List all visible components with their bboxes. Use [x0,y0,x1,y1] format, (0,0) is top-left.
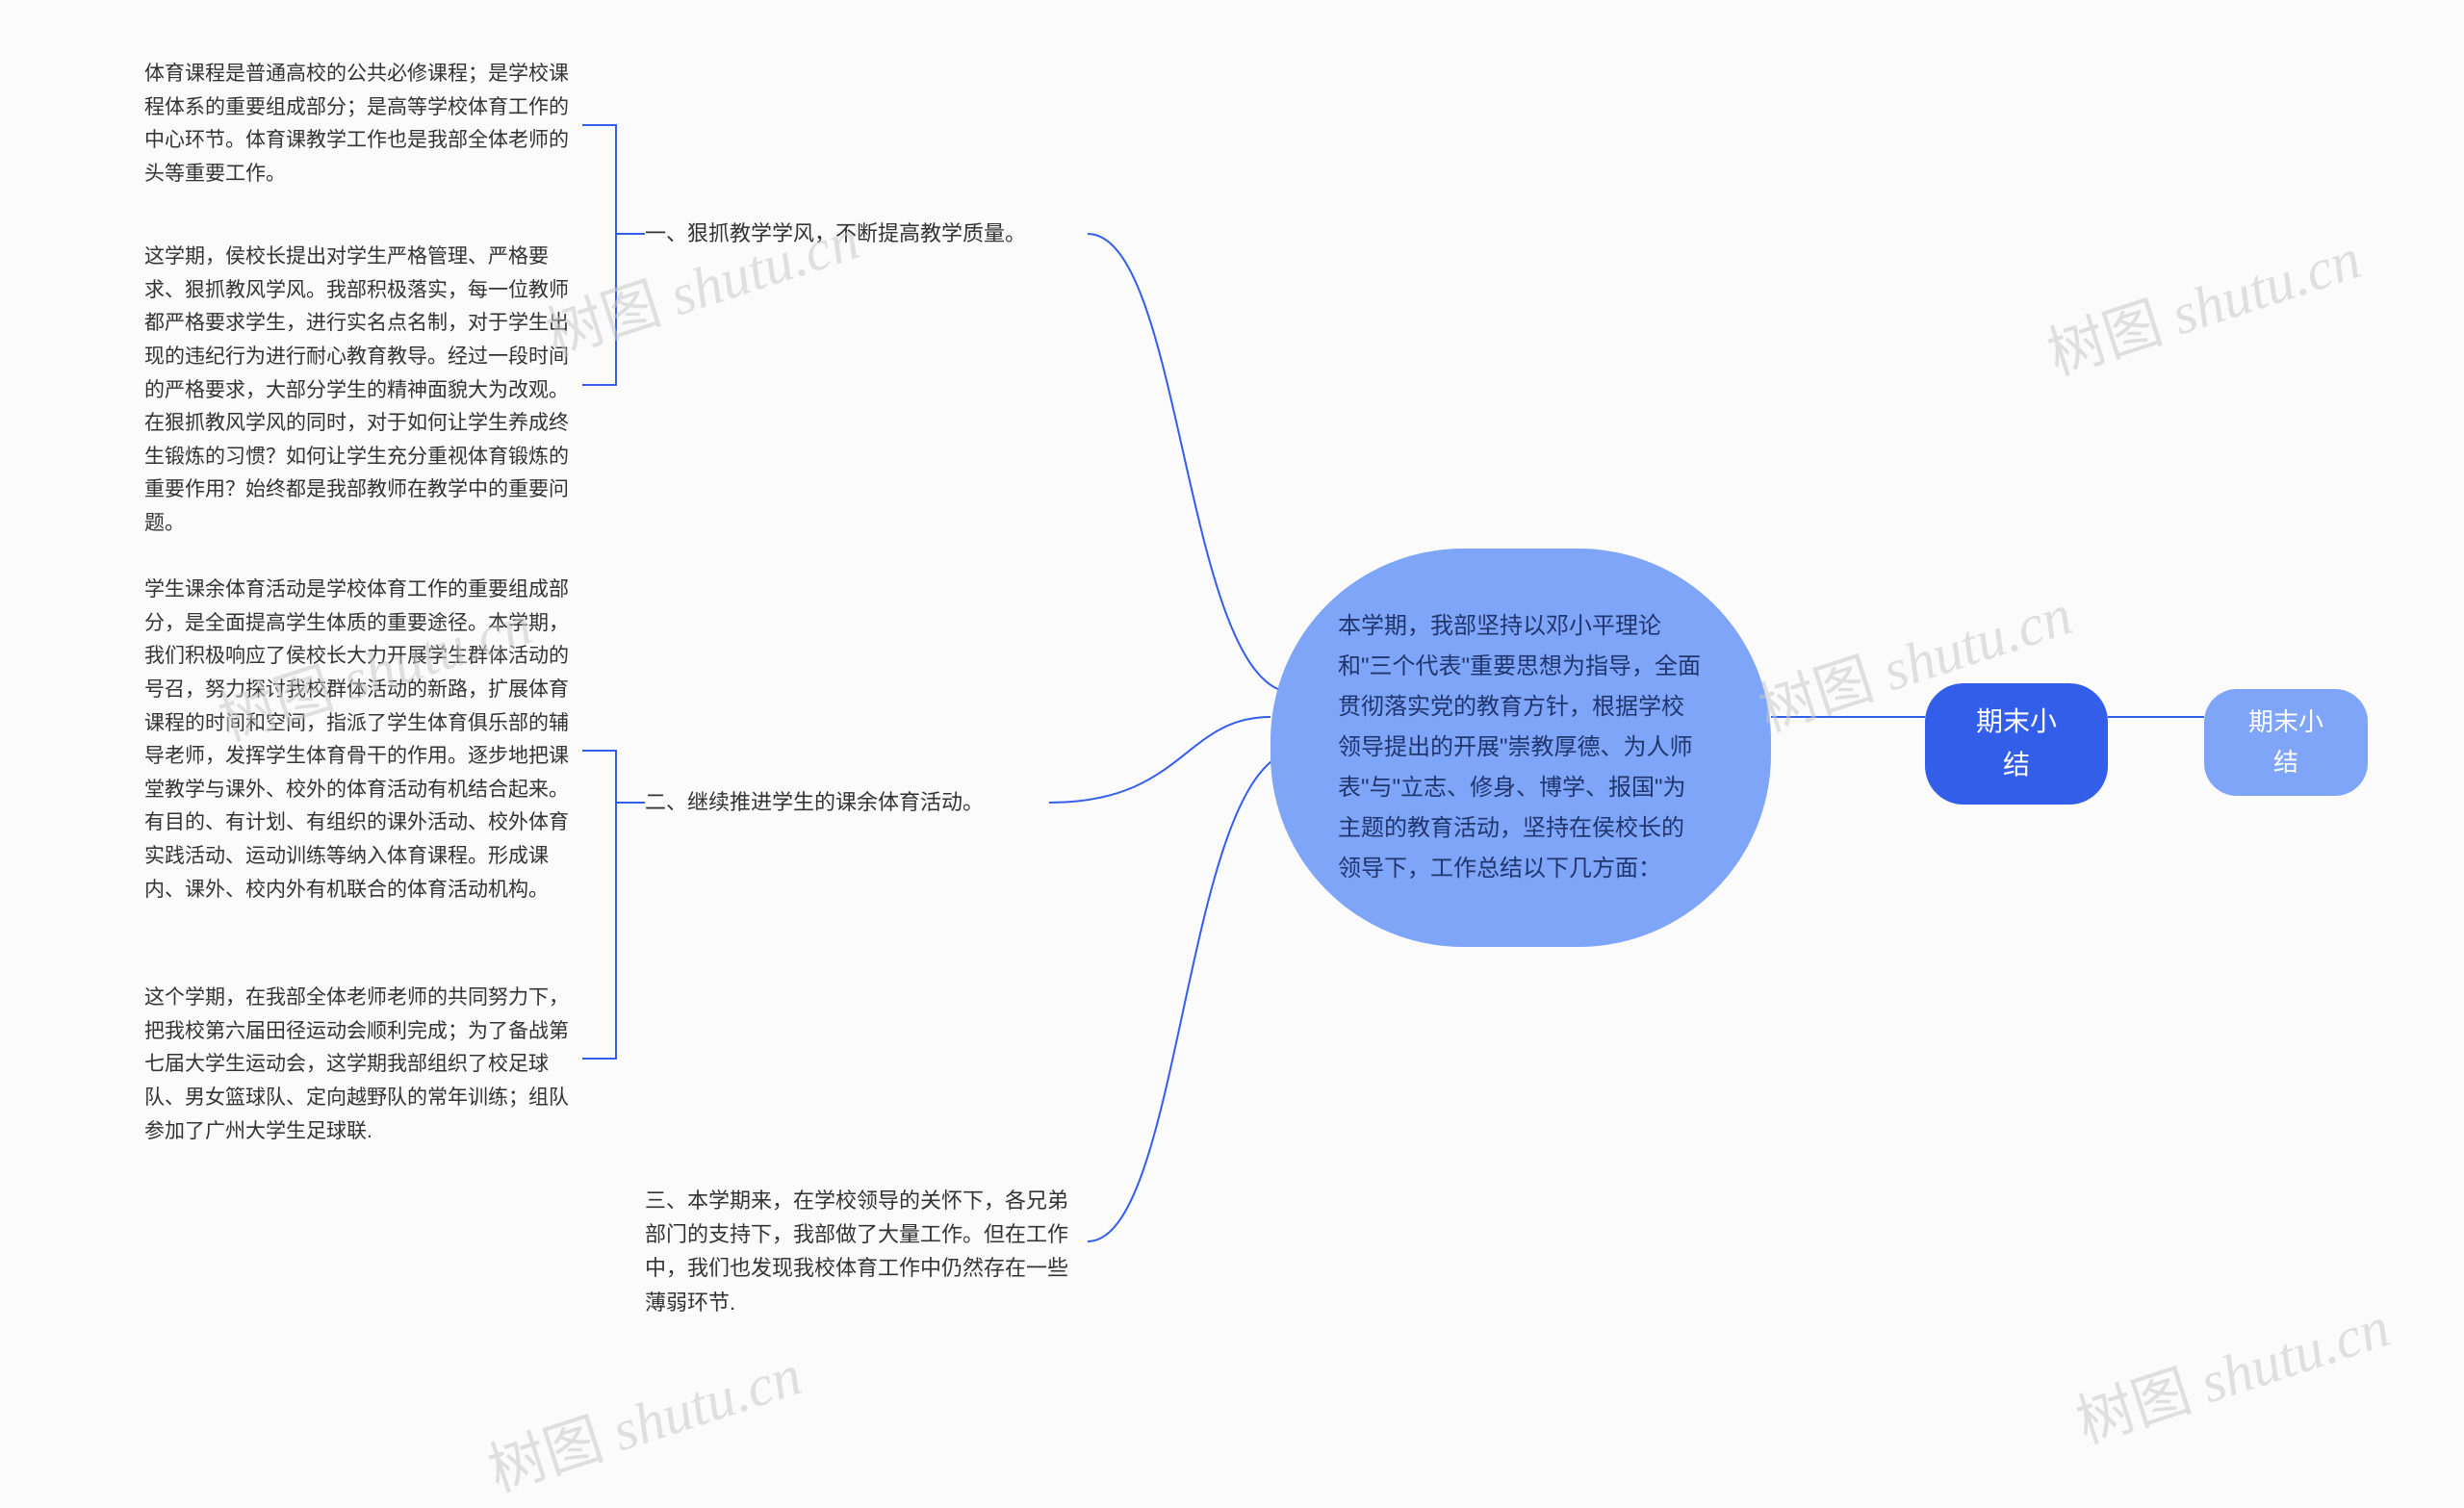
intro-text: 本学期，我部坚持以邓小平理论和"三个代表"重要思想为指导，全面贯彻落实党的教育方… [1338,613,1701,882]
sub-node[interactable]: 期末小结 [2204,689,2368,796]
branch-2-text: 三、本学期来，在学校领导的关怀下，各兄弟部门的支持下，我部做了大量工作。但在工作… [645,1189,1068,1315]
watermark-6: 树图 shutu.cn [476,1328,810,1508]
branch-0-title[interactable]: 一、狠抓教学学风，不断提高教学质量。 [645,217,1088,250]
edge-b0-bracket [582,125,645,385]
edge-intro-b0 [1088,234,1295,693]
edge-intro-b1 [1049,717,1270,803]
branch-0-text: 一、狠抓教学学风，不断提高教学质量。 [645,221,1026,245]
leaf-2-text: 学生课余体育活动是学校体育工作的重要组成部分，是全面提高学生体质的重要途径。本学… [144,578,569,901]
edge-intro-b2 [1088,751,1299,1241]
leaf-1[interactable]: 这学期，侯校长提出对学生严格管理、严格要求、狠抓教风学风。我部积极落实，每一位教… [144,241,578,541]
mindmap-canvas: 期末小结 期末小结 本学期，我部坚持以邓小平理论和"三个代表"重要思想为指导，全… [0,0,2464,1446]
root-label: 期末小结 [1976,706,2057,780]
leaf-0-text: 体育课程是普通高校的公共必修课程；是学校课程体系的重要组成部分；是高等学校体育工… [144,63,569,185]
branch-2-title[interactable]: 三、本学期来，在学校领导的关怀下，各兄弟部门的支持下，我部做了大量工作。但在工作… [645,1184,1088,1319]
leaf-0[interactable]: 体育课程是普通高校的公共必修课程；是学校课程体系的重要组成部分；是高等学校体育工… [144,58,578,192]
branch-1-text: 二、继续推进学生的课余体育活动。 [645,790,984,814]
intro-node[interactable]: 本学期，我部坚持以邓小平理论和"三个代表"重要思想为指导，全面贯彻落实党的教育方… [1270,549,1771,947]
watermark-4: 树图 shutu.cn [2036,212,2370,392]
sub-label: 期末小结 [2248,707,2323,777]
root-node[interactable]: 期末小结 [1925,683,2108,805]
branch-1-title[interactable]: 二、继续推进学生的课余体育活动。 [645,785,1049,819]
edge-b1-bracket [582,751,645,1059]
leaf-3-text: 这个学期，在我部全体老师老师的共同努力下，把我校第六届田径运动会顺利完成；为了备… [144,986,569,1142]
watermark-5: 树图 shutu.cn [2065,1280,2399,1460]
leaf-1-text: 这学期，侯校长提出对学生严格管理、严格要求、狠抓教风学风。我部积极落实，每一位教… [144,245,569,534]
leaf-3[interactable]: 这个学期，在我部全体老师老师的共同努力下，把我校第六届田径运动会顺利完成；为了备… [144,982,578,1148]
leaf-2[interactable]: 学生课余体育活动是学校体育工作的重要组成部分，是全面提高学生体质的重要途径。本学… [144,574,578,907]
